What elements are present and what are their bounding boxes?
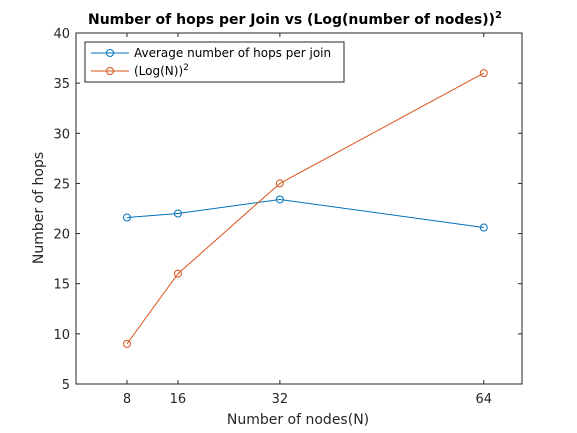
series-2-point [122,339,131,348]
x-tick-label: 64 [475,392,492,407]
legend-label-2: (Log(N))2 [134,63,189,78]
series-2-point [275,179,284,188]
y-tick-label: 40 [53,27,70,42]
series-line-1 [126,198,484,229]
x-axis-label: Number of nodes(N) [227,412,369,428]
x-tick-label: 16 [170,392,187,407]
axes-box [75,32,523,385]
x-tick-label: 8 [123,392,131,407]
series-2-point [173,269,182,278]
y-tick-label: 15 [53,278,70,293]
y-axis-label: Number of hops [31,152,47,264]
y-tick-label: 25 [53,177,70,192]
chart-title: Number of hops per Join vs (Log(number o… [88,10,502,28]
series-1-point [122,213,131,222]
y-tick-label: 35 [53,77,70,92]
legend: Average number of hops per join (Log(N))2 [84,41,345,83]
legend-label-1: Average number of hops per join [134,46,331,60]
series-line-2 [126,72,485,345]
series-2-point [479,69,488,78]
legend-label-superscript: 2 [183,63,189,73]
chart-title-superscript: 2 [495,10,502,21]
chart-title-text: Number of hops per Join vs (Log(number o… [88,12,495,28]
legend-marker-2 [106,67,114,75]
series-1-point [479,223,488,232]
series-1-point [275,195,284,204]
y-tick-label: 5 [62,378,70,393]
x-tick-label: 32 [272,392,289,407]
legend-label-text: Average number of hops per join [134,46,331,60]
y-tick-label: 10 [53,328,70,343]
plot-area: 5 10 15 20 25 30 35 40 8 16 32 64 [53,27,523,407]
legend-label-text: (Log(N)) [134,64,183,78]
y-tick-label: 30 [53,127,70,142]
legend-box [84,41,345,83]
series-1-point [173,209,182,218]
legend-marker-1 [106,49,114,57]
y-tick-label: 20 [53,228,70,243]
